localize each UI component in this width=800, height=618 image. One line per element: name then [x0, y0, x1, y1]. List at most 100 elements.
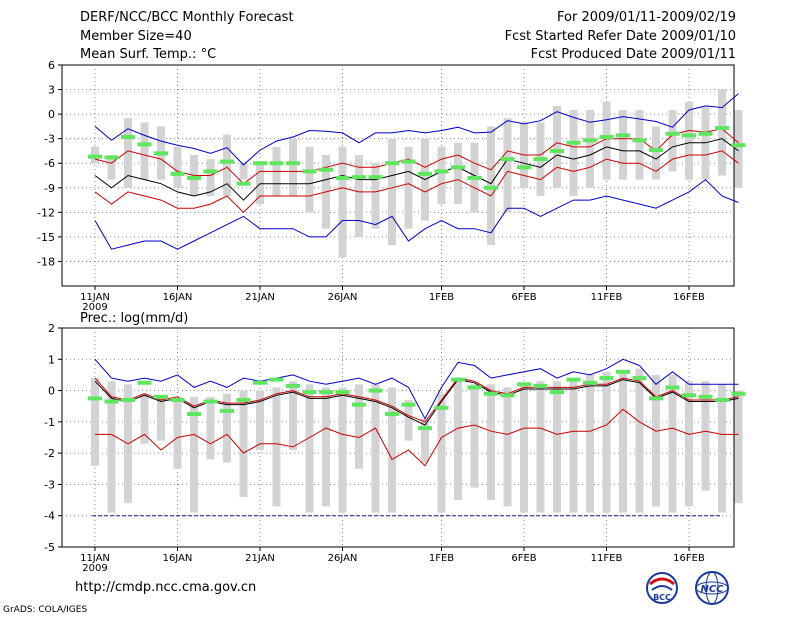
prec-line-max — [94, 358, 739, 420]
prec-spread-box — [635, 368, 644, 513]
temp-observed-mark — [517, 165, 531, 170]
ncc-logo: NCC — [695, 571, 729, 605]
temp-y-tick-label: -15 — [37, 231, 55, 244]
prec-spread-box — [206, 396, 215, 460]
temp-spread-box — [206, 159, 215, 196]
bcc-logo: BCC — [646, 572, 678, 604]
prec-observed-mark — [319, 390, 333, 395]
temp-y-tick-label: 6 — [48, 59, 55, 72]
temp-spread-box — [355, 155, 363, 237]
grads-credit: GrADS: COLA/IGES — [3, 605, 88, 615]
prec-spread-box — [371, 384, 380, 513]
prec-spread-box — [619, 371, 627, 513]
logos: BCC NCC — [646, 571, 729, 605]
temp-spread-box — [124, 118, 132, 188]
prec-x-tick-label: 6FEB — [511, 553, 536, 564]
prec-spread-box — [487, 384, 495, 501]
prec-spread-box — [569, 378, 578, 513]
prec-x-tick-year: 2009 — [82, 563, 107, 574]
footer-url[interactable]: http://cmdp.ncc.cma.gov.cn — [75, 580, 257, 595]
temp-spread-box — [338, 146, 347, 258]
forecast-title: DERF/NCC/BCC Monthly Forecast — [80, 10, 294, 25]
prec-spread-box — [404, 399, 413, 441]
temp-observed-mark — [682, 133, 696, 138]
temp-observed-mark — [88, 154, 102, 159]
temp-x-tick-label: 11FEB — [591, 292, 623, 303]
prec-observed-mark — [616, 369, 630, 374]
prec-spread-box — [718, 384, 726, 513]
temp-y-tick-label: -9 — [44, 182, 55, 195]
temp-spread-box — [602, 101, 611, 180]
prec-spread-box — [652, 374, 660, 507]
temp-spread-box — [718, 89, 726, 176]
prec-spread-box — [190, 396, 198, 513]
prec-y-tick-label: 1 — [48, 353, 55, 366]
temp-y-tick-label: -12 — [37, 206, 55, 219]
prec-observed-mark — [137, 380, 152, 385]
prec-observed-mark — [352, 402, 366, 407]
temp-y-tick-label: -18 — [37, 255, 55, 268]
temp-observed-mark — [352, 175, 366, 180]
prec-observed-mark — [170, 397, 185, 402]
temp-observed-mark — [121, 135, 135, 140]
temp-x-tick-label: 11JAN — [80, 292, 110, 303]
prec-observed-mark — [385, 412, 399, 417]
variable-label: Mean Surf. Temp.: °C — [80, 47, 217, 62]
temp-observed-mark — [715, 126, 729, 131]
prec-observed-mark — [203, 399, 218, 404]
prec-observed-mark — [517, 382, 531, 387]
temp-spread-box — [173, 146, 182, 188]
prec-title: Prec.: log(mm/d) — [80, 311, 188, 326]
prec-observed-mark — [599, 376, 614, 381]
ncc-logo-text: NCC — [700, 584, 724, 595]
prec-observed-mark — [368, 388, 383, 393]
prec-observed-mark — [649, 396, 663, 401]
temp-x-tick-year: 2009 — [82, 302, 107, 313]
prec-spread-box — [239, 390, 248, 497]
prec-spread-box — [305, 384, 314, 513]
prec-spread-box — [701, 381, 710, 491]
temp-spread-box — [586, 110, 594, 188]
prec-observed-mark — [451, 377, 465, 382]
prec-line-mean — [94, 379, 739, 426]
prec-observed-mark — [533, 383, 548, 388]
temp-observed-mark — [137, 142, 152, 147]
temp-observed-mark — [500, 157, 515, 162]
prec-observed-mark — [104, 399, 119, 404]
temp-observed-mark — [434, 169, 449, 174]
temp-spread-box — [668, 110, 677, 172]
prec-spread-box — [734, 390, 743, 504]
temp-observed-mark — [286, 161, 300, 166]
temp-spread-box — [619, 110, 627, 180]
prec-observed-mark — [154, 394, 168, 399]
temp-observed-mark — [583, 138, 597, 143]
prec-spread-box — [602, 371, 611, 513]
temp-line-mean — [94, 138, 739, 201]
prec-observed-mark — [253, 380, 267, 385]
temp-line-lower — [94, 150, 739, 214]
prec-spread-box — [503, 387, 512, 507]
prec-observed-mark — [731, 391, 746, 396]
temp-spread-box — [635, 110, 644, 180]
temp-x-tick-label: 1FEB — [429, 292, 454, 303]
prec-observed-mark — [583, 380, 597, 385]
prec-observed-mark — [550, 390, 564, 395]
temp-x-tick-label: 6FEB — [511, 292, 536, 303]
prec-observed-mark — [484, 391, 498, 396]
prec-spread-box — [355, 384, 363, 469]
temp-frame — [61, 64, 735, 287]
temp-observed-mark — [220, 159, 234, 164]
temp-observed-mark — [368, 175, 383, 180]
temp-spread-box — [223, 134, 231, 196]
prec-spread-box — [388, 387, 396, 513]
temp-spread-box — [652, 126, 660, 180]
temp-spread-box — [305, 146, 314, 213]
temp-observed-mark — [269, 161, 284, 166]
temp-spread-box — [553, 105, 561, 188]
temp-x-tick-label: 26JAN — [328, 292, 358, 303]
prec-spread-box — [289, 381, 297, 451]
forecast-period: For 2009/01/11-2009/02/19 — [557, 10, 736, 25]
temp-observed-mark — [533, 157, 548, 162]
prec-y-tick-label: -2 — [44, 447, 55, 460]
temp-spread-box — [503, 118, 512, 213]
